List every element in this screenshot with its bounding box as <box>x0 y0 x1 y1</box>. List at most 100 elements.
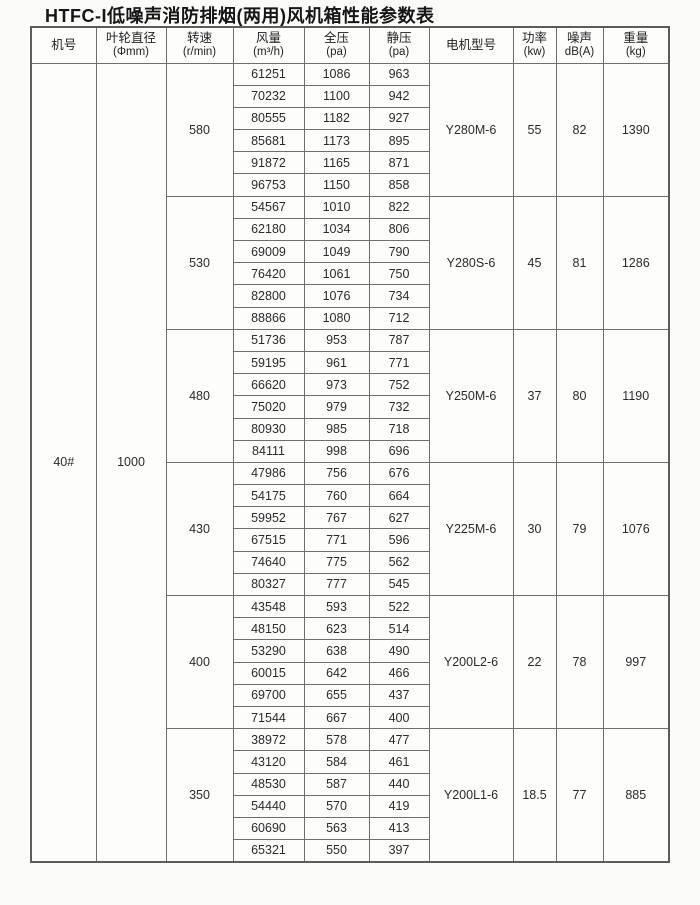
airflow-cell: 54175 <box>232 484 305 508</box>
total-pressure-cell: 973 <box>303 373 370 397</box>
table-row: 75020 979 732 <box>31 395 669 419</box>
total-pressure-cell: 775 <box>303 550 370 574</box>
static-pressure-cell: 397 <box>368 839 430 863</box>
airflow-cell: 85681 <box>232 129 305 153</box>
total-pressure-cell: 767 <box>303 506 370 530</box>
airflow-cell: 80930 <box>232 417 305 441</box>
table-row: 480 51736 953 787 Y250M-6 37 80 1190 <box>31 328 670 463</box>
total-pressure-cell: 655 <box>303 683 370 707</box>
noise-cell: 77 <box>555 728 604 863</box>
column-header-weight: 重量 (kg) <box>602 26 670 64</box>
total-pressure-cell: 953 <box>303 328 370 352</box>
static-pressure-cell: 806 <box>368 217 430 242</box>
column-header-total-pressure: 全压 (pa) <box>303 26 370 64</box>
motor-model-cell: Y200L2-6 <box>428 594 514 730</box>
airflow-cell: 96753 <box>232 173 305 197</box>
static-pressure-cell: 732 <box>368 395 430 419</box>
static-pressure-cell: 596 <box>368 528 430 552</box>
total-pressure-cell: 1034 <box>303 217 370 242</box>
static-pressure-cell: 440 <box>368 772 430 796</box>
static-pressure-cell: 771 <box>368 350 430 375</box>
total-pressure-cell: 1010 <box>303 195 370 219</box>
static-pressure-cell: 477 <box>368 728 430 752</box>
column-header-noise: 噪声 dB(A) <box>555 26 604 64</box>
column-header-machine-no: 机号 <box>30 26 97 64</box>
airflow-cell: 70232 <box>232 84 305 108</box>
noise-cell: 81 <box>555 195 604 330</box>
total-pressure-cell: 760 <box>303 484 370 508</box>
table-row: 530 54567 1010 822 Y280S-6 45 81 1286 <box>31 195 670 330</box>
total-pressure-cell: 642 <box>303 661 370 685</box>
table-row: 67515 771 596 <box>31 528 669 552</box>
motor-model-cell: Y280M-6 <box>428 62 514 197</box>
column-header-impeller-diameter: 叶轮直径 (Φmm) <box>95 26 167 64</box>
table-row: 60015 642 466 <box>31 661 669 685</box>
airflow-cell: 75020 <box>232 395 305 419</box>
total-pressure-cell: 623 <box>303 617 370 641</box>
total-pressure-cell: 998 <box>303 439 370 463</box>
airflow-cell: 53290 <box>232 639 305 663</box>
noise-cell: 79 <box>555 461 604 597</box>
airflow-cell: 66620 <box>232 373 305 397</box>
airflow-cell: 80555 <box>232 106 305 131</box>
static-pressure-cell: 514 <box>368 617 430 641</box>
total-pressure-cell: 593 <box>303 594 370 619</box>
power-cell: 55 <box>512 62 557 197</box>
airflow-cell: 61251 <box>232 62 305 86</box>
airflow-cell: 43120 <box>232 750 305 774</box>
column-header-static-pressure: 静压 (pa) <box>368 26 430 64</box>
airflow-cell: 54440 <box>232 794 305 818</box>
column-header-motor-model: 电机型号 <box>428 26 514 64</box>
airflow-cell: 80327 <box>232 572 305 597</box>
airflow-cell: 65321 <box>232 839 305 863</box>
table-row: 40# 1000 580 61251 1086 963 Y280M-6 55 82 1390 <box>30 62 670 863</box>
airflow-cell: 91872 <box>232 151 305 175</box>
static-pressure-cell: 752 <box>368 373 430 397</box>
total-pressure-cell: 1182 <box>303 106 370 131</box>
table-row: 48150 623 514 <box>31 617 669 641</box>
static-pressure-cell: 927 <box>368 106 430 131</box>
static-pressure-cell: 562 <box>368 550 430 574</box>
table-row: 80555 1182 927 <box>31 106 669 131</box>
static-pressure-cell: 712 <box>368 306 430 330</box>
table-row: 71544 667 400 <box>31 705 669 730</box>
power-cell: 37 <box>512 328 557 463</box>
weight-cell: 885 <box>602 728 670 863</box>
table-row: 59952 767 627 <box>31 506 669 530</box>
total-pressure-cell: 979 <box>303 395 370 419</box>
airflow-cell: 71544 <box>232 705 305 730</box>
static-pressure-cell: 419 <box>368 794 430 818</box>
airflow-cell: 48530 <box>232 772 305 796</box>
table-row: 65321 550 397 <box>31 839 669 863</box>
total-pressure-cell: 1173 <box>303 129 370 153</box>
airflow-cell: 43548 <box>232 594 305 619</box>
table-row: 76420 1061 750 <box>31 262 669 286</box>
impeller-diameter-cell: 1000 <box>95 62 167 863</box>
weight-cell: 997 <box>602 594 670 730</box>
table-row: 69009 1049 790 <box>31 239 669 264</box>
total-pressure-cell: 1061 <box>303 262 370 286</box>
static-pressure-cell: 461 <box>368 750 430 774</box>
static-pressure-cell: 858 <box>368 173 430 197</box>
noise-cell: 82 <box>555 62 604 197</box>
table-row: 80930 985 718 <box>31 417 669 441</box>
static-pressure-cell: 750 <box>368 262 430 286</box>
spec-table-body: 40# 1000 580 61251 1086 963 Y280M-6 55 82 1390 702… <box>30 62 670 863</box>
airflow-cell: 59195 <box>232 350 305 375</box>
static-pressure-cell: 490 <box>368 639 430 663</box>
static-pressure-cell: 871 <box>368 151 430 175</box>
motor-model-cell: Y280S-6 <box>428 195 514 330</box>
total-pressure-cell: 570 <box>303 794 370 818</box>
table-row: 430 47986 756 676 Y225M-6 30 79 1076 <box>31 461 670 597</box>
speed-cell: 400 <box>165 594 234 730</box>
airflow-cell: 54567 <box>232 195 305 219</box>
airflow-cell: 59952 <box>232 506 305 530</box>
airflow-cell: 38972 <box>232 728 305 752</box>
total-pressure-cell: 777 <box>303 572 370 597</box>
static-pressure-cell: 718 <box>368 417 430 441</box>
airflow-cell: 48150 <box>232 617 305 641</box>
static-pressure-cell: 413 <box>368 816 430 841</box>
static-pressure-cell: 942 <box>368 84 430 108</box>
power-cell: 30 <box>512 461 557 597</box>
